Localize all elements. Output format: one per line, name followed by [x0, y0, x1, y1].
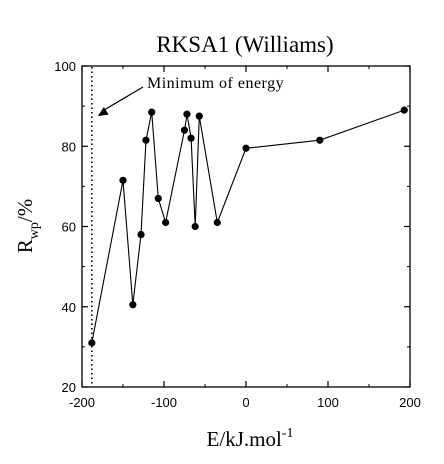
data-point — [88, 339, 96, 347]
y-tick-label: 40 — [62, 300, 76, 315]
annotation-label: Minimum of energy — [147, 75, 284, 92]
annotation-layer: Minimum of energy — [97, 75, 284, 117]
data-point — [242, 144, 250, 152]
data-point — [213, 218, 221, 227]
annotation-arrow-head — [97, 106, 109, 117]
x-tick-label: 0 — [242, 395, 249, 410]
data-point — [316, 136, 324, 144]
data-point — [129, 301, 137, 309]
x-tick-label: 100 — [317, 395, 339, 410]
data-point — [183, 110, 191, 118]
series-line — [91, 109, 405, 344]
data-point — [191, 222, 199, 231]
data-point — [187, 134, 195, 142]
x-axis-title: E/kJ.mol-1 — [207, 426, 294, 451]
y-axis-title-suffix: /% — [13, 199, 37, 222]
data-point — [180, 126, 189, 134]
x-tick-label: -200 — [69, 395, 95, 410]
data-point — [154, 194, 162, 203]
data-point — [195, 112, 203, 120]
x-tick-label: 200 — [399, 395, 421, 410]
series-layer — [88, 106, 408, 347]
data-point — [148, 108, 156, 116]
y-axis-title-subscript: wp — [27, 222, 42, 239]
y-axis-title: Rwp/% — [13, 199, 42, 253]
x-tick-label: -100 — [151, 395, 177, 410]
y-axis-title-main: R — [13, 239, 37, 253]
annotation-arrow-shaft — [103, 86, 144, 111]
y-tick-label: 60 — [62, 220, 76, 235]
data-point — [119, 176, 127, 184]
y-tick-label: 20 — [62, 380, 76, 395]
y-axis: 20 40 60 80 100 — [54, 59, 410, 395]
data-point — [162, 218, 170, 227]
x-axis: -200 -100 0 100 200 — [69, 66, 421, 410]
plot-frame — [81, 65, 411, 388]
data-point — [400, 106, 408, 114]
x-axis-title-main: E/kJ.mol — [207, 427, 282, 451]
data-point — [137, 230, 145, 239]
y-tick-label: 80 — [62, 139, 76, 154]
chart-title: RKSA1 (Williams) — [156, 32, 333, 57]
data-point — [142, 136, 150, 144]
y-tick-label: 100 — [54, 59, 76, 74]
x-axis-title-superscript: -1 — [282, 426, 294, 441]
plot-border — [81, 65, 411, 388]
